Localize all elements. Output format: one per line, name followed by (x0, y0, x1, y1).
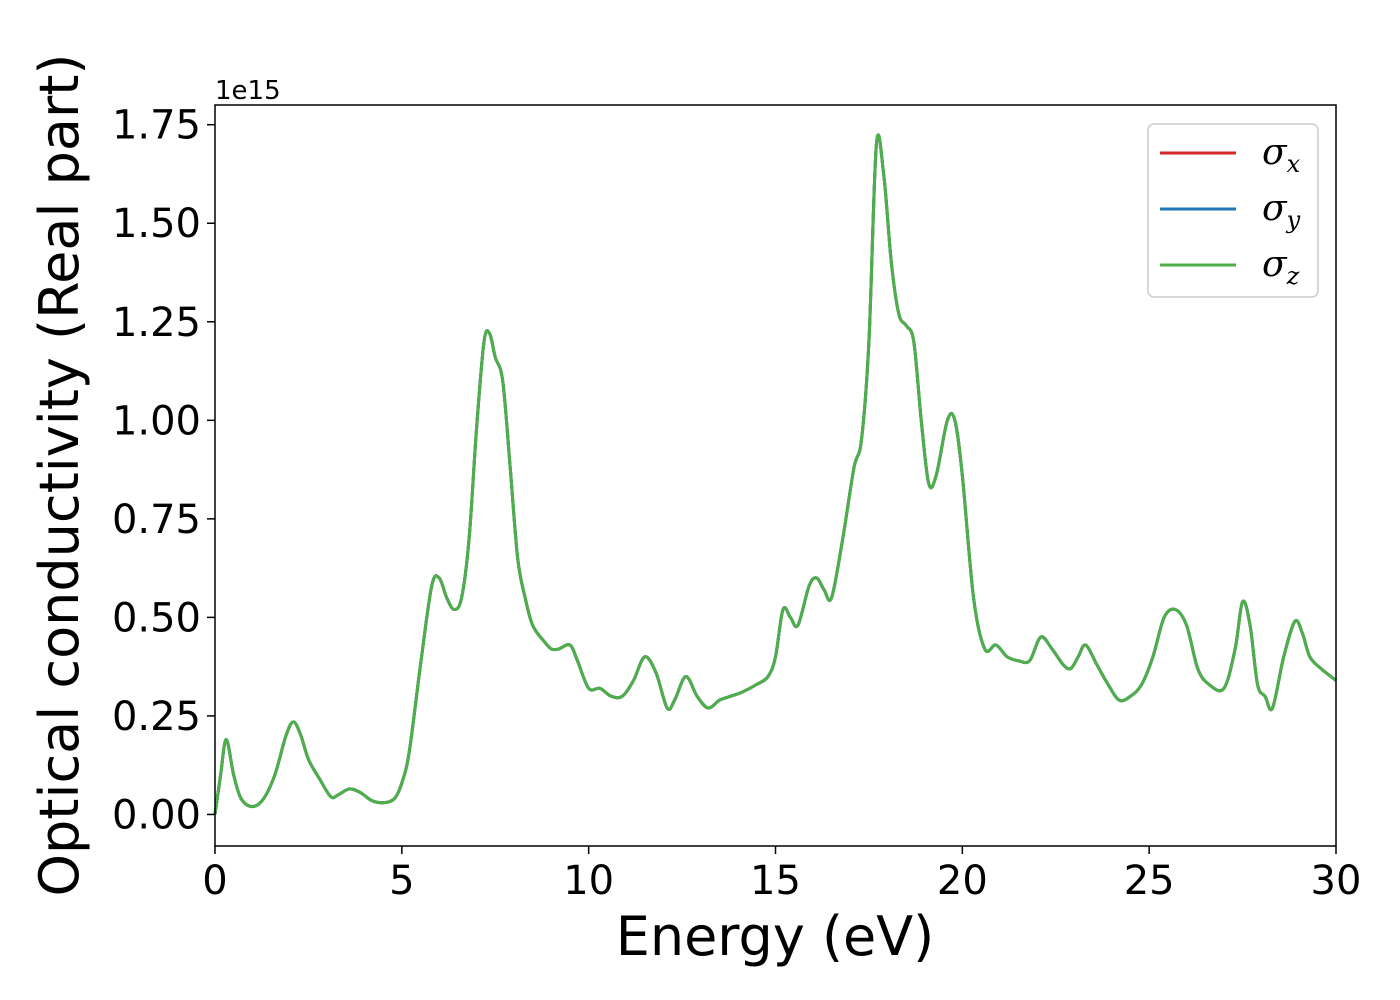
x-tick-label: 10 (563, 858, 614, 904)
x-axis-label: Energy (eV) (616, 905, 935, 968)
y-axis-label: Optical conductivity (Real part) (28, 54, 91, 897)
y-tick-label: 1.25 (112, 300, 201, 346)
y-tick-label: 0.50 (112, 595, 201, 641)
x-tick-label: 25 (1124, 858, 1175, 904)
x-tick-label: 30 (1311, 858, 1362, 904)
y-tick-label: 1.50 (112, 201, 201, 247)
plot-lines (213, 133, 1337, 815)
x-tick-label: 15 (750, 858, 801, 904)
x-tick-label: 0 (202, 858, 227, 904)
legend-label-sigma-x: σx (1262, 132, 1301, 178)
y-tick-label: 1.75 (112, 103, 201, 149)
x-tick-label: 20 (937, 858, 988, 904)
legend-label-sigma-z: σz (1262, 244, 1300, 290)
y-tick-label: 1.00 (112, 398, 201, 444)
y-tick-label: 0.00 (112, 792, 201, 838)
legend: σx σy σz (1147, 123, 1319, 298)
y-offset-label: 1e15 (215, 76, 281, 106)
y-tick-label: 0.25 (112, 694, 201, 740)
y-axis-ticks: 0.00 0.25 0.50 0.75 1.00 1.25 1.50 1.75 (112, 103, 215, 838)
x-tick-label: 5 (389, 858, 414, 904)
legend-label-sigma-y: σy (1262, 188, 1301, 234)
series-line-sigma-z (213, 133, 1337, 815)
y-tick-label: 0.75 (112, 497, 201, 543)
x-axis-ticks: 0 5 10 15 20 25 30 (202, 846, 1361, 904)
